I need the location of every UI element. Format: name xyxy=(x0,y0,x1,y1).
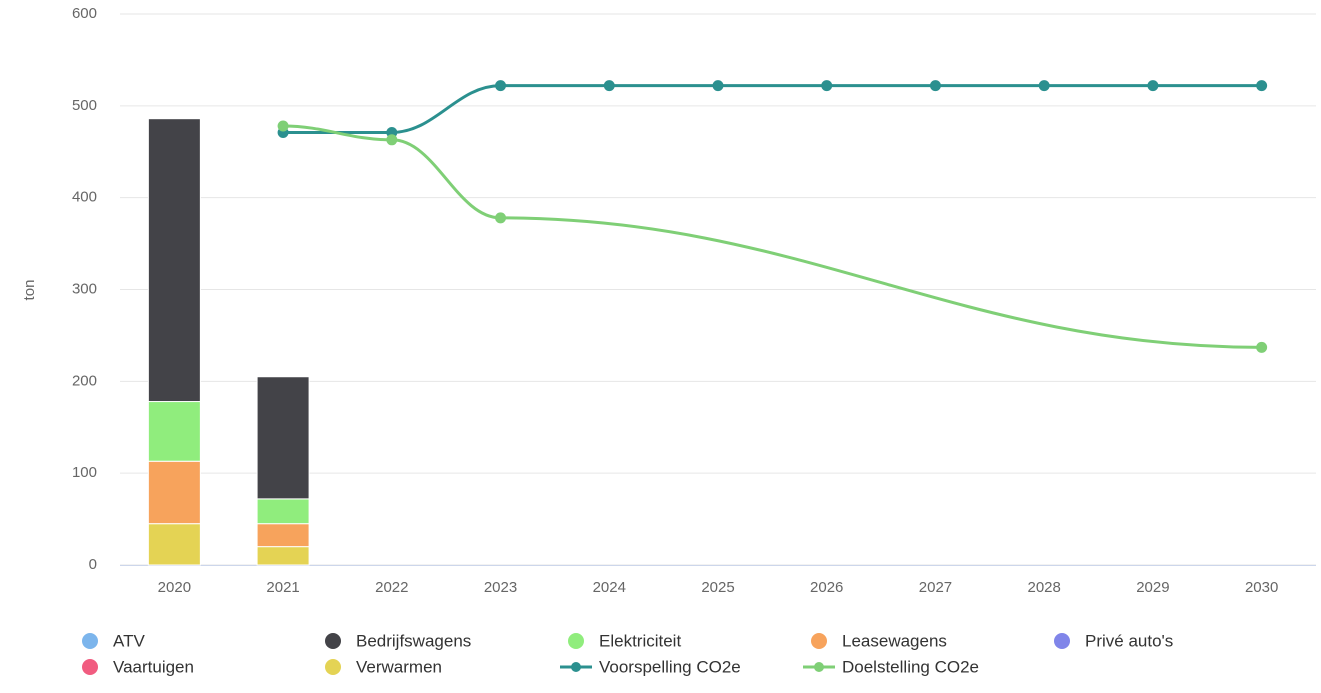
line-marker xyxy=(1147,80,1159,92)
bar-segment xyxy=(147,523,201,566)
line-marker xyxy=(386,134,398,146)
y-tick-label: 600 xyxy=(72,5,97,22)
legend-marker xyxy=(811,633,827,649)
bar-segment xyxy=(256,523,310,548)
line-marker xyxy=(1038,80,1050,92)
y-tick-label: 0 xyxy=(89,556,97,573)
legend-marker xyxy=(82,659,98,675)
legend-label: Privé auto's xyxy=(1085,631,1173,650)
line xyxy=(283,84,1262,134)
line-marker xyxy=(603,80,615,92)
bar-segment xyxy=(256,376,310,500)
x-tick-label: 2026 xyxy=(810,579,843,596)
line-marker xyxy=(1256,341,1268,353)
y-tick-label: 400 xyxy=(72,189,97,206)
line-marker xyxy=(495,212,507,224)
bar-segment xyxy=(147,401,201,462)
y-tick-label: 200 xyxy=(72,372,97,389)
legend-label: Doelstelling CO2e xyxy=(842,657,979,676)
legend-label: Bedrijfswagens xyxy=(356,631,471,650)
x-tick-label: 2023 xyxy=(484,579,517,596)
bar-segment xyxy=(147,118,201,403)
x-tick-label: 2029 xyxy=(1136,579,1169,596)
legend-marker xyxy=(814,662,824,672)
legend-marker xyxy=(325,633,341,649)
legend-marker xyxy=(82,633,98,649)
x-tick-label: 2027 xyxy=(919,579,952,596)
bar-segment xyxy=(147,460,201,525)
x-tick-label: 2024 xyxy=(593,579,626,596)
x-tick-label: 2021 xyxy=(266,579,299,596)
y-axis-label: ton xyxy=(21,280,38,301)
y-tick-label: 300 xyxy=(72,280,97,297)
legend-marker xyxy=(571,662,581,672)
legend-label: Elektriciteit xyxy=(599,631,681,650)
line-marker xyxy=(929,80,941,92)
legend-label: Vaartuigen xyxy=(113,657,194,676)
legend-label: ATV xyxy=(113,631,145,650)
y-tick-label: 500 xyxy=(72,97,97,114)
line-marker xyxy=(821,80,833,92)
legend-label: Leasewagens xyxy=(842,631,947,650)
line-marker xyxy=(277,120,289,132)
x-tick-label: 2020 xyxy=(158,579,191,596)
legend-marker xyxy=(1054,633,1070,649)
line-marker xyxy=(495,80,507,92)
line-marker xyxy=(712,80,724,92)
x-tick-label: 2025 xyxy=(701,579,734,596)
bar-segment xyxy=(256,498,310,525)
y-tick-label: 100 xyxy=(72,464,97,481)
legend-marker xyxy=(325,659,341,675)
x-tick-label: 2028 xyxy=(1027,579,1060,596)
legend-label: Verwarmen xyxy=(356,657,442,676)
line xyxy=(283,124,1262,349)
legend-marker xyxy=(568,633,584,649)
line-marker xyxy=(1256,80,1268,92)
legend-label: Voorspelling CO2e xyxy=(599,657,741,676)
bar-segment xyxy=(256,546,310,566)
x-tick-label: 2022 xyxy=(375,579,408,596)
x-tick-label: 2030 xyxy=(1245,579,1278,596)
